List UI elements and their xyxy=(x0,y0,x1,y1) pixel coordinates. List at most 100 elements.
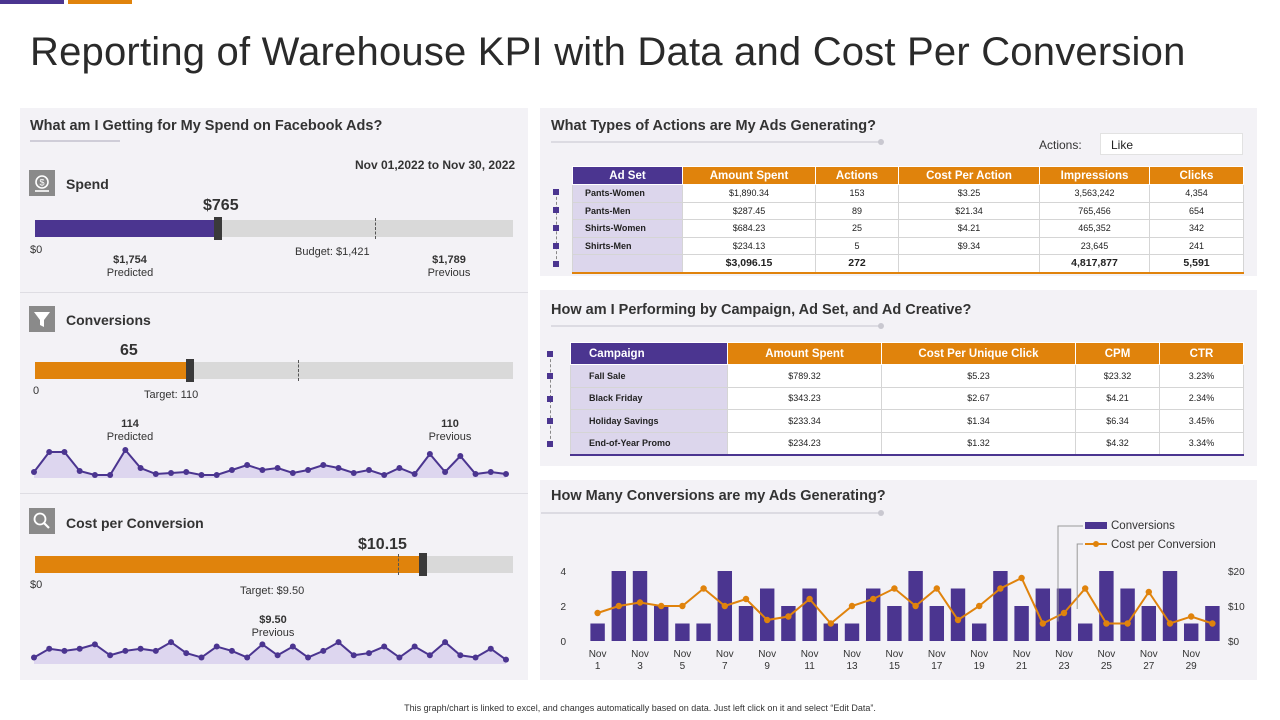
conversions-bar xyxy=(887,606,902,641)
col-amount-spent[interactable]: Amount Spent xyxy=(727,342,882,365)
cost-sparkline xyxy=(31,639,509,664)
table-row: Fall Sale $789.32 $5.23 $23.32 3.23% xyxy=(570,364,1244,388)
sparkline-point xyxy=(305,654,312,661)
cell: $4.21 xyxy=(898,219,1040,238)
row-bullet xyxy=(553,243,559,249)
sparkline-point xyxy=(289,470,296,476)
sparkline-point xyxy=(259,467,266,473)
col-amount-spent[interactable]: Amount Spent xyxy=(682,166,816,185)
col-cost-per-action[interactable]: Cost Per Action xyxy=(898,166,1040,185)
budget-label: Budget: $1,421 xyxy=(295,246,370,258)
sparkline-point xyxy=(122,647,129,654)
cost-per-conversion-point xyxy=(1124,620,1131,627)
cell: $1.34 xyxy=(881,409,1076,433)
sparkline-point xyxy=(168,639,175,646)
x-axis-tick-month: Nov xyxy=(1013,649,1031,660)
col-ad-set[interactable]: Ad Set xyxy=(572,166,683,185)
cell: $684.23 xyxy=(682,219,816,238)
x-axis-tick-day: 17 xyxy=(931,661,943,672)
conversions-previous-label: Previous xyxy=(428,431,472,443)
sparkline-point xyxy=(411,643,418,650)
col-campaign[interactable]: Campaign xyxy=(570,342,728,365)
conversions-target-marker xyxy=(297,360,299,381)
col-impressions[interactable]: Impressions xyxy=(1039,166,1150,185)
cost-target-label: Target: $9.50 xyxy=(240,585,305,597)
col-cpm[interactable]: CPM xyxy=(1075,342,1160,365)
title-underline xyxy=(30,140,120,142)
spend-previous-label: Previous xyxy=(427,267,471,279)
col-ctr[interactable]: CTR xyxy=(1159,342,1244,365)
sparkline-point xyxy=(183,469,190,475)
conversions-marker xyxy=(186,359,195,382)
cost-per-conversion-point xyxy=(870,595,877,603)
cell: 4,817,877 xyxy=(1039,254,1150,273)
cell: $6.34 xyxy=(1075,409,1160,433)
sparkline-point xyxy=(365,467,372,473)
cell: End-of-Year Promo xyxy=(570,431,728,455)
sparkline-point xyxy=(244,462,251,468)
cost-per-conversion-point xyxy=(615,602,622,610)
sparkline-point xyxy=(76,468,83,474)
cell: $9.34 xyxy=(898,236,1040,255)
cell: $21.34 xyxy=(898,201,1040,220)
col-cost-per-unique-click[interactable]: Cost Per Unique Click xyxy=(881,342,1076,365)
conversions-bar xyxy=(1014,606,1029,641)
cost-per-conversion-point xyxy=(1039,620,1046,627)
y-axis-right-tick: $10 xyxy=(1228,602,1245,613)
col-actions[interactable]: Actions xyxy=(815,166,899,185)
cost-per-conversion-point xyxy=(679,602,686,610)
legend-leader xyxy=(1057,525,1083,622)
cell: 3.23% xyxy=(1159,364,1244,388)
spend-marker xyxy=(213,217,222,240)
sparkline-point xyxy=(396,465,403,471)
col-clicks[interactable]: Clicks xyxy=(1149,166,1244,185)
legend-leader xyxy=(1076,543,1083,609)
sparkline-point xyxy=(457,453,464,459)
cost-per-conversion-point xyxy=(1188,613,1195,620)
sparkline-area xyxy=(34,642,506,664)
row-bullet xyxy=(547,351,553,357)
conversions-bar xyxy=(1035,588,1051,641)
cell: Shirts-Women xyxy=(572,219,683,238)
sparkline-point xyxy=(335,465,342,471)
cost-per-conversion-point xyxy=(1060,609,1068,617)
sparkline-point xyxy=(107,472,114,478)
legend-cost-label: Cost per Conversion xyxy=(1111,539,1216,551)
conversions-bar xyxy=(653,606,669,641)
cell: 342 xyxy=(1149,219,1244,238)
cell: 2.34% xyxy=(1159,386,1244,410)
conversions-bar xyxy=(1162,571,1178,641)
x-axis-tick-month: Nov xyxy=(886,649,904,660)
cell: $23.32 xyxy=(1075,364,1160,388)
sparkline-point xyxy=(335,639,342,646)
cost-per-conversion-point xyxy=(636,599,644,606)
sparkline-point xyxy=(46,449,53,455)
conversions-progress-bar xyxy=(35,359,513,382)
title-underline xyxy=(551,323,884,329)
conversions-bar xyxy=(590,623,605,641)
totals-row: $3,096.15 272 4,817,877 5,591 xyxy=(572,254,1244,273)
x-axis-tick-day: 19 xyxy=(974,661,986,672)
conversions-bar xyxy=(675,623,690,641)
sparkline-point xyxy=(365,650,372,657)
cell: Fall Sale xyxy=(570,364,728,388)
y-axis-left-tick: 4 xyxy=(560,567,566,578)
x-axis-tick-month: Nov xyxy=(1055,649,1073,660)
cost-previous-value: $9.50 xyxy=(259,614,287,626)
conversions-sparkline xyxy=(31,447,509,478)
sparkline-point xyxy=(152,471,159,477)
x-axis-tick-month: Nov xyxy=(758,649,776,660)
actions-filter-select[interactable]: Like xyxy=(1100,133,1243,155)
x-axis-tick-day: 7 xyxy=(722,661,728,672)
cost-per-conversion-point xyxy=(700,585,707,592)
conversions-bar xyxy=(1077,623,1093,641)
cost-per-conversion-point xyxy=(1166,620,1174,627)
cell: $1,890.34 xyxy=(682,184,816,203)
x-axis-tick-month: Nov xyxy=(1140,649,1158,660)
row-bullet xyxy=(547,441,553,447)
y-axis-left-tick: 2 xyxy=(560,602,566,613)
x-axis-tick-month: Nov xyxy=(801,649,819,660)
search-cost-icon xyxy=(29,508,55,534)
table-row: Holiday Savings $233.34 $1.34 $6.34 3.45% xyxy=(570,409,1244,433)
cell: $343.23 xyxy=(727,386,882,410)
